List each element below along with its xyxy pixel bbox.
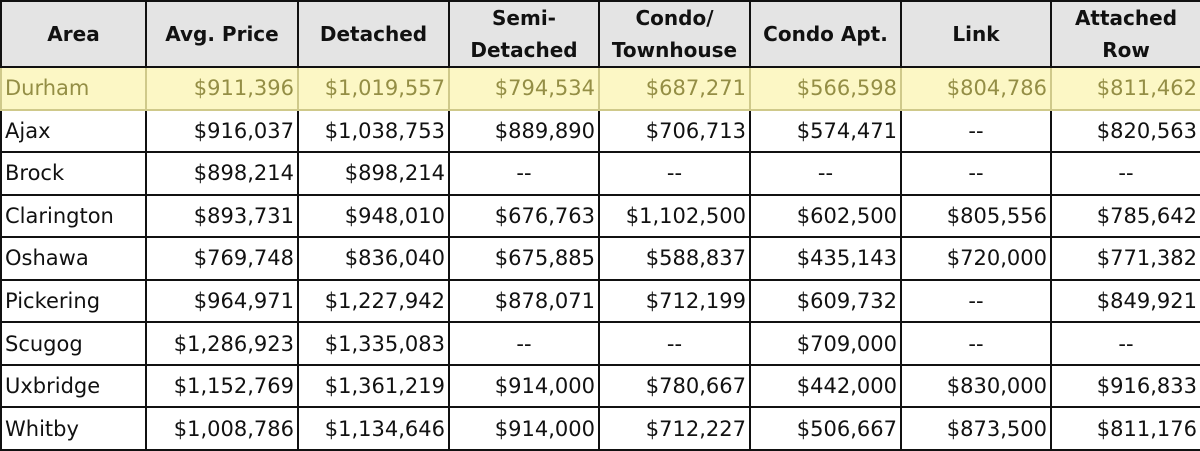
table-row: Oshawa $769,748 $836,040 $675,885 $588,837 $4… bbox=[0, 236, 1200, 281]
price-cell: $914,000 bbox=[448, 406, 600, 451]
table-row: Clarington $893,731 $948,010 $676,763 $1,102… bbox=[0, 193, 1200, 239]
price-cell: $574,471 bbox=[749, 108, 902, 154]
price-cell: $676,763 bbox=[448, 193, 600, 239]
price-cell: $712,227 bbox=[598, 406, 751, 451]
price-cell: $805,556 bbox=[900, 193, 1052, 239]
table-row: Ajax $916,037 $1,038,753 $889,890 $706,713 $5… bbox=[0, 108, 1200, 154]
area-cell: Scugog bbox=[0, 321, 147, 366]
price-cell: $893,731 bbox=[145, 193, 299, 239]
table-row: Scugog $1,286,923 $1,335,083 -- -- $709,000 --… bbox=[0, 321, 1200, 366]
column-header: Semi- Detached bbox=[448, 0, 600, 68]
column-header: Link bbox=[900, 0, 1052, 68]
column-header: Avg. Price bbox=[145, 0, 299, 68]
price-cell: $1,335,083 bbox=[297, 321, 450, 366]
price-cell: $435,143 bbox=[749, 236, 902, 281]
price-cell: $898,214 bbox=[297, 151, 450, 196]
price-cell: $948,010 bbox=[297, 193, 450, 239]
price-cell: -- bbox=[900, 151, 1052, 196]
area-cell: Brock bbox=[0, 151, 147, 196]
price-cell: -- bbox=[448, 151, 600, 196]
price-cell: $602,500 bbox=[749, 193, 902, 239]
table-row: Uxbridge $1,152,769 $1,361,219 $914,000 $780… bbox=[0, 363, 1200, 409]
price-cell: -- bbox=[448, 321, 600, 366]
price-cell: $609,732 bbox=[749, 278, 902, 324]
price-cell: $964,971 bbox=[145, 278, 299, 324]
price-cell: -- bbox=[900, 108, 1052, 154]
price-cell: $1,102,500 bbox=[598, 193, 751, 239]
price-cell: $709,000 bbox=[749, 321, 902, 366]
column-header: Attached Row bbox=[1050, 0, 1200, 68]
price-cell: $830,000 bbox=[900, 363, 1052, 409]
price-cell: $1,038,753 bbox=[297, 108, 450, 154]
area-cell: Whitby bbox=[0, 406, 147, 451]
header-row: Area Avg. Price Detached Semi- Detached Cond… bbox=[0, 0, 1200, 68]
price-cell: $916,833 bbox=[1050, 363, 1200, 409]
price-cell: $811,176 bbox=[1050, 406, 1200, 451]
price-cell: $442,000 bbox=[749, 363, 902, 409]
price-cell: $1,008,786 bbox=[145, 406, 299, 451]
price-cell: $712,199 bbox=[598, 278, 751, 324]
price-cell: -- bbox=[1050, 151, 1200, 196]
price-cell: $1,019,557 bbox=[297, 66, 450, 111]
price-cell: $820,563 bbox=[1050, 108, 1200, 154]
price-cell: -- bbox=[749, 151, 902, 196]
area-cell: Ajax bbox=[0, 108, 147, 154]
column-header: Detached bbox=[297, 0, 450, 68]
price-cell: $769,748 bbox=[145, 236, 299, 281]
price-cell: $804,786 bbox=[900, 66, 1052, 111]
price-cell: $1,227,942 bbox=[297, 278, 450, 324]
price-cell: $675,885 bbox=[448, 236, 600, 281]
area-cell: Clarington bbox=[0, 193, 147, 239]
price-cell: $785,642 bbox=[1050, 193, 1200, 239]
column-header: Condo Apt. bbox=[749, 0, 902, 68]
price-cell: $687,271 bbox=[598, 66, 751, 111]
price-cell: $1,286,923 bbox=[145, 321, 299, 366]
price-cell: -- bbox=[1050, 321, 1200, 366]
area-cell: Durham bbox=[0, 66, 147, 111]
table-row: Whitby $1,008,786 $1,134,646 $914,000 $712,2… bbox=[0, 406, 1200, 451]
price-cell: $771,382 bbox=[1050, 236, 1200, 281]
area-cell: Oshawa bbox=[0, 236, 147, 281]
table-row: Durham $911,396 $1,019,557 $794,534 $687,271… bbox=[0, 66, 1200, 111]
area-cell: Uxbridge bbox=[0, 363, 147, 409]
price-cell: $706,713 bbox=[598, 108, 751, 154]
price-cell: $898,214 bbox=[145, 151, 299, 196]
price-cell: $889,890 bbox=[448, 108, 600, 154]
price-cell: $1,361,219 bbox=[297, 363, 450, 409]
price-cell: -- bbox=[598, 151, 751, 196]
price-cell: $1,134,646 bbox=[297, 406, 450, 451]
price-cell: $1,152,769 bbox=[145, 363, 299, 409]
price-cell: -- bbox=[598, 321, 751, 366]
price-cell: $878,071 bbox=[448, 278, 600, 324]
column-header: Condo/ Townhouse bbox=[598, 0, 751, 68]
price-cell: $566,598 bbox=[749, 66, 902, 111]
price-cell: -- bbox=[900, 321, 1052, 366]
price-cell: $794,534 bbox=[448, 66, 600, 111]
price-cell: -- bbox=[900, 278, 1052, 324]
price-cell: $720,000 bbox=[900, 236, 1052, 281]
price-cell: $811,462 bbox=[1050, 66, 1200, 111]
table-row: Brock $898,214 $898,214 -- -- -- -- -- bbox=[0, 151, 1200, 196]
price-cell: $916,037 bbox=[145, 108, 299, 154]
price-cell: $588,837 bbox=[598, 236, 751, 281]
price-cell: $849,921 bbox=[1050, 278, 1200, 324]
table-body: Durham $911,396 $1,019,557 $794,534 $687,271… bbox=[0, 66, 1200, 451]
column-header: Area bbox=[0, 0, 147, 68]
area-cell: Pickering bbox=[0, 278, 147, 324]
price-cell: $873,500 bbox=[900, 406, 1052, 451]
price-cell: $780,667 bbox=[598, 363, 751, 409]
price-cell: $911,396 bbox=[145, 66, 299, 111]
price-cell: $836,040 bbox=[297, 236, 450, 281]
table-row: Pickering $964,971 $1,227,942 $878,071 $712,… bbox=[0, 278, 1200, 324]
price-cell: $914,000 bbox=[448, 363, 600, 409]
price-cell: $506,667 bbox=[749, 406, 902, 451]
